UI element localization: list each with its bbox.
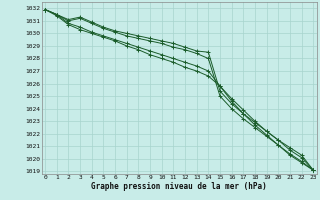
X-axis label: Graphe pression niveau de la mer (hPa): Graphe pression niveau de la mer (hPa) <box>91 182 267 191</box>
